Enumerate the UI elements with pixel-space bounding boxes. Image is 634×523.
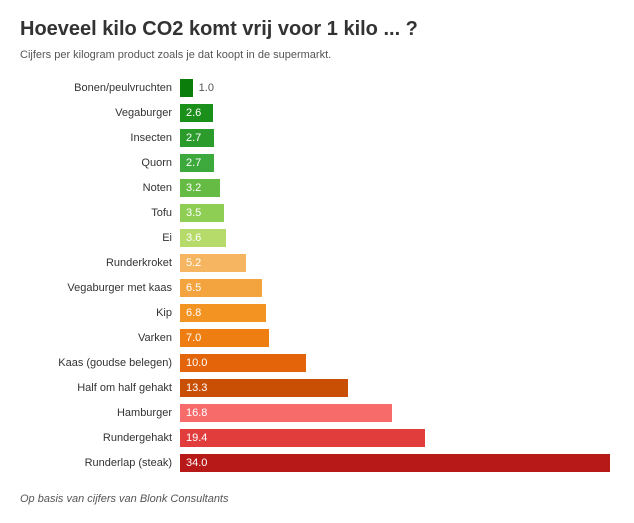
category-label: Varken (20, 332, 180, 344)
value-label: 3.5 (180, 203, 224, 223)
chart-row: Runderlap (steak)34.0 (20, 450, 614, 475)
chart-row: Runderkroket5.2 (20, 250, 614, 275)
bar-area: 3.5 (180, 203, 614, 223)
bar-area: 34.0 (180, 453, 614, 473)
bar-area: 2.6 (180, 103, 614, 123)
category-label: Vegaburger met kaas (20, 282, 180, 294)
bar-area: 5.2 (180, 253, 614, 273)
bar-area: 3.6 (180, 228, 614, 248)
bar-area: 16.8 (180, 403, 614, 423)
chart-row: Vegaburger met kaas6.5 (20, 275, 614, 300)
chart-row: Insecten2.7 (20, 125, 614, 150)
category-label: Rundergehakt (20, 432, 180, 444)
bar-area: 1.0 (180, 78, 614, 98)
value-label: 3.2 (180, 178, 220, 198)
category-label: Tofu (20, 207, 180, 219)
bar-area: 6.8 (180, 303, 614, 323)
chart-subtitle: Cijfers per kilogram product zoals je da… (20, 49, 614, 61)
bar-area: 6.5 (180, 278, 614, 298)
chart-footer: Op basis van cijfers van Blonk Consultan… (20, 493, 614, 505)
value-label: 5.2 (180, 253, 246, 273)
value-label: 2.7 (180, 153, 214, 173)
bar-area: 19.4 (180, 428, 614, 448)
value-label: 3.6 (180, 228, 226, 248)
category-label: Quorn (20, 157, 180, 169)
category-label: Half om half gehakt (20, 382, 180, 394)
value-label: 10.0 (180, 353, 306, 373)
chart-row: Vegaburger2.6 (20, 100, 614, 125)
value-label: 6.5 (180, 278, 262, 298)
value-label: 1.0 (193, 78, 214, 98)
value-label: 2.6 (180, 103, 213, 123)
bar (180, 79, 193, 97)
chart-title: Hoeveel kilo CO2 komt vrij voor 1 kilo .… (20, 18, 614, 41)
chart-row: Bonen/peulvruchten 1.0 (20, 75, 614, 100)
chart-row: Quorn2.7 (20, 150, 614, 175)
value-label: 16.8 (180, 403, 392, 423)
chart-row: Noten3.2 (20, 175, 614, 200)
chart-row: Kaas (goudse belegen)10.0 (20, 350, 614, 375)
category-label: Noten (20, 182, 180, 194)
category-label: Bonen/peulvruchten (20, 82, 180, 94)
category-label: Runderlap (steak) (20, 457, 180, 469)
bar-chart: Bonen/peulvruchten1.0Vegaburger2.6Insect… (20, 75, 614, 475)
value-label: 13.3 (180, 378, 348, 398)
bar-area: 2.7 (180, 128, 614, 148)
bar-area: 10.0 (180, 353, 614, 373)
bar-area: 2.7 (180, 153, 614, 173)
value-label: 34.0 (180, 453, 610, 473)
category-label: Hamburger (20, 407, 180, 419)
chart-row: Half om half gehakt13.3 (20, 375, 614, 400)
bar-area: 13.3 (180, 378, 614, 398)
chart-row: Hamburger16.8 (20, 400, 614, 425)
bar-area: 7.0 (180, 328, 614, 348)
bar-area: 3.2 (180, 178, 614, 198)
value-label: 6.8 (180, 303, 266, 323)
chart-row: Tofu3.5 (20, 200, 614, 225)
chart-row: Ei3.6 (20, 225, 614, 250)
value-label: 7.0 (180, 328, 269, 348)
category-label: Runderkroket (20, 257, 180, 269)
category-label: Kaas (goudse belegen) (20, 357, 180, 369)
chart-row: Kip6.8 (20, 300, 614, 325)
value-label: 19.4 (180, 428, 425, 448)
category-label: Kip (20, 307, 180, 319)
value-label: 2.7 (180, 128, 214, 148)
category-label: Insecten (20, 132, 180, 144)
category-label: Vegaburger (20, 107, 180, 119)
category-label: Ei (20, 232, 180, 244)
chart-row: Varken7.0 (20, 325, 614, 350)
chart-row: Rundergehakt19.4 (20, 425, 614, 450)
